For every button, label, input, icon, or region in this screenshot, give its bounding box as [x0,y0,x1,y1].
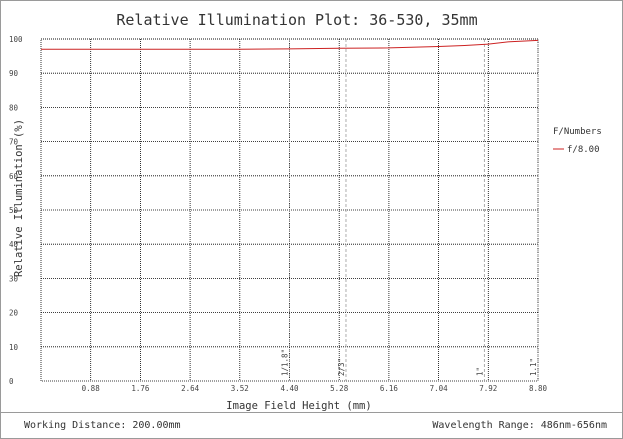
sensor-marker-layer: 1/1.8" 2/3" 1" 1.1" [281,39,539,381]
x-tick-label: 1.76 [131,384,150,393]
y-tick-label: 80 [9,103,19,112]
y-tick-label: 0 [9,377,14,386]
x-axis-label: Image Field Height (mm) [226,400,371,412]
chart-svg: Relative Illumination Plot: 36-530, 35mm… [9,11,602,412]
x-tick-label: 3.52 [231,384,249,393]
series-line [41,39,539,50]
chart-title: Relative Illumination Plot: 36-530, 35mm [116,11,477,29]
y-tick-label: 90 [9,69,19,78]
y-tick-label: 30 [9,274,19,283]
sensor-marker-label: 2/3" [337,358,346,376]
x-tick-label: 8.80 [529,384,548,393]
y-axis-label: Relative Illumination (%) [13,119,25,277]
wavelength-range-text: Wavelength Range: 486nm-656nm [432,420,607,431]
y-tick-label: 100 [9,35,23,44]
sensor-marker-label: 1/1.8" [281,349,290,376]
x-tick-label: 5.28 [330,384,349,393]
y-tick-label: 70 [9,138,19,147]
y-tick-label: 60 [9,172,19,181]
series-layer [41,39,539,50]
sensor-marker-label: 1" [475,367,484,376]
y-tick-label: 20 [9,309,19,318]
x-tick-label: 4.40 [280,384,299,393]
x-tick-label: 2.64 [181,384,200,393]
tick-label-layer: 0 10 20 30 40 50 60 70 80 90 100 0.88 1.76 2.64 3.52 4.… [9,35,548,393]
y-tick-label: 10 [9,343,19,352]
working-distance-text: Working Distance: 200.00mm [24,420,181,431]
y-tick-label: 40 [9,240,19,249]
x-tick-label: 0.88 [82,384,101,393]
x-tick-label: 7.92 [479,384,497,393]
legend-item-label: f/8.00 [567,145,600,155]
sensor-marker-label: 1.1" [529,358,538,376]
status-footer: Working Distance: 200.00mm Wavelength Ra… [1,412,622,439]
x-tick-label: 7.04 [430,384,449,393]
x-tick-label: 6.16 [380,384,399,393]
legend-title: F/Numbers [553,127,602,137]
y-tick-label: 50 [9,206,19,215]
